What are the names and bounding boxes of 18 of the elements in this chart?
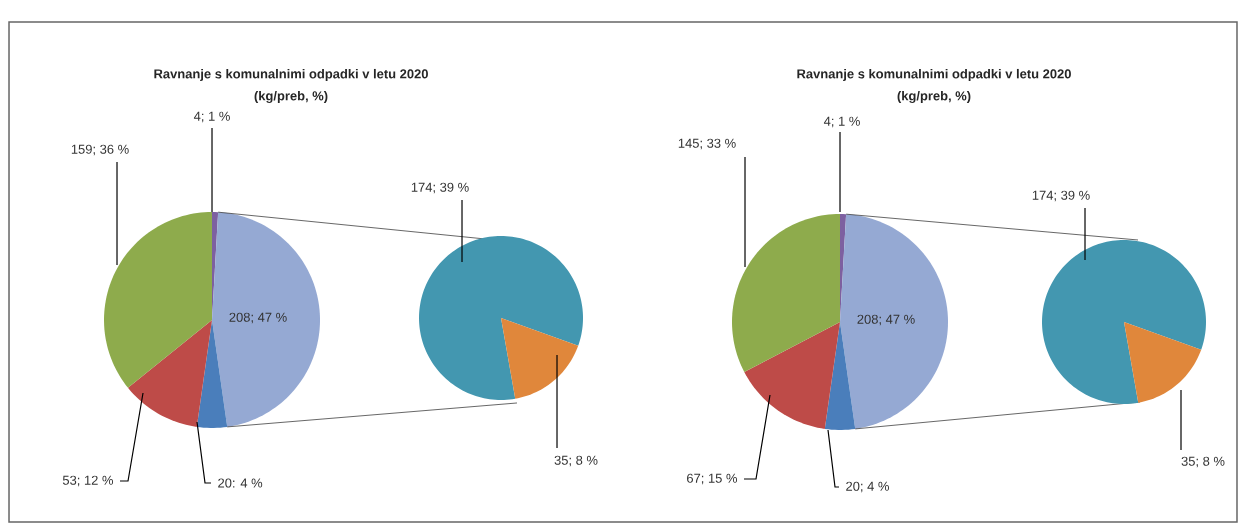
data-label: 4; 1 % (823, 116, 860, 128)
data-label: 145; 33 % (678, 138, 736, 150)
data-label: 67; 15 % (687, 473, 738, 485)
data-label: 208; 47 % (229, 312, 287, 324)
data-label: 174; 39 % (411, 182, 469, 194)
data-label: 35; 8 % (1181, 456, 1225, 468)
data-label: 208; 47 % (857, 314, 915, 326)
chart-title: Ravnanje s komunalnimi odpadki v letu 2020 (797, 68, 1071, 82)
data-label: 53; 12 % (62, 475, 114, 487)
data-label: 20; 4 % (846, 481, 889, 493)
chart-title: Ravnanje s komunalnimi odpadki v letu 2020 (154, 68, 428, 82)
chart-subtitle: (kg/preb, %) (897, 90, 971, 104)
data-label: 174; 39 % (1032, 190, 1090, 202)
data-label: 35; 8 % (554, 455, 598, 467)
data-label: 20: 4 % (218, 478, 263, 488)
data-label: 4; 1 % (193, 111, 230, 123)
chart-subtitle: (kg/preb, %) (254, 90, 328, 104)
data-label: 159; 36 % (71, 144, 129, 156)
